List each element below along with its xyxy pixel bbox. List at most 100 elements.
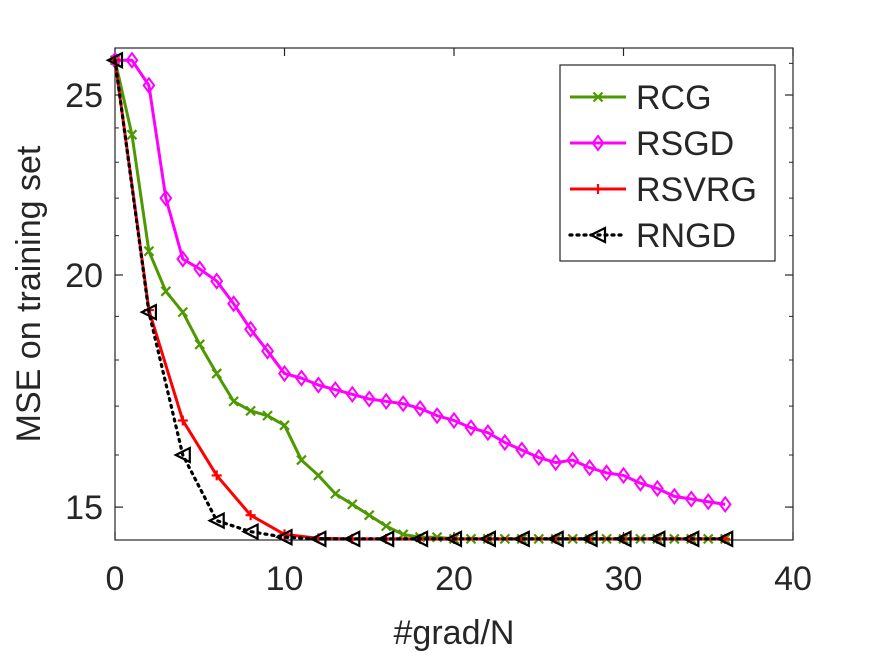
legend-marker (593, 184, 603, 194)
legend: RCG RSGD RSVRG RNGD (559, 64, 776, 262)
data-point-rngd (478, 530, 496, 548)
data-point-rsgd (667, 487, 681, 506)
data-point-rsgd (464, 419, 478, 437)
data-point-rsgd (650, 479, 664, 498)
data-point-rsgd (244, 320, 258, 338)
legend-marker (591, 134, 605, 152)
data-point-rngd (241, 522, 259, 541)
data-point-rsgd (396, 395, 410, 413)
data-point-rcg (126, 129, 138, 140)
data-point-rsgd (345, 385, 359, 403)
data-point-rcg (279, 420, 290, 431)
data-point-rcg (177, 306, 189, 318)
data-point-rsgd (413, 399, 427, 418)
data-point-rcg (363, 509, 375, 521)
y-tick-label: 25 (65, 77, 103, 115)
data-point-rsgd (701, 493, 715, 511)
series-rsgd (108, 51, 732, 514)
data-point-rngd (342, 530, 361, 548)
data-point-rcg (245, 405, 256, 417)
data-point-rsgd (515, 441, 529, 459)
x-tick-label: 40 (774, 560, 812, 598)
data-point-rcg (380, 520, 392, 532)
data-point-rsvrg (211, 470, 222, 481)
data-point-rngd (715, 530, 734, 548)
legend-label: RSGD (636, 125, 734, 163)
series-rngd (105, 51, 734, 548)
data-point-rcg (347, 499, 358, 510)
data-point-rsgd (600, 464, 614, 482)
data-point-rsgd (142, 76, 156, 95)
data-point-rngd (580, 530, 598, 548)
x-tick-label: 10 (266, 560, 304, 598)
data-point-rsgd (159, 189, 173, 207)
legend-label: RNGD (636, 217, 736, 255)
data-point-rsvrg (245, 510, 256, 521)
data-point-rngd (647, 530, 666, 548)
data-point-rsgd (430, 406, 444, 425)
y-tick-label: 15 (65, 489, 103, 527)
data-point-rcg (330, 488, 341, 500)
data-point-rcg (228, 396, 239, 407)
legend-marker (588, 226, 607, 244)
data-point-rsgd (617, 466, 630, 485)
data-point-rcg (211, 368, 222, 379)
data-point-rsgd (498, 433, 512, 452)
data-point-rsgd (362, 390, 376, 408)
data-point-rngd (105, 51, 124, 70)
data-point-rsgd (583, 459, 597, 477)
x-tick-label: 30 (605, 560, 643, 598)
data-point-rngd (546, 530, 564, 548)
legend-label: RSVRG (636, 171, 757, 209)
data-point-rngd (173, 446, 191, 464)
series-line-rngd (113, 58, 727, 541)
data-point-rngd (308, 530, 327, 548)
data-point-rngd (614, 530, 632, 548)
y-axis-title: MSE on training set (10, 145, 48, 442)
data-point-rcg (160, 286, 172, 297)
data-point-rsgd (379, 392, 393, 411)
data-point-rngd (207, 511, 225, 530)
data-point-rngd (376, 530, 395, 548)
data-point-rngd (410, 530, 429, 548)
data-point-rsgd (176, 250, 190, 268)
data-point-rngd (512, 530, 530, 548)
data-point-rsgd (549, 453, 563, 472)
data-point-rsgd (294, 369, 308, 387)
data-point-rcg (296, 454, 307, 466)
legend-entry-rngd: RNGD (568, 217, 736, 255)
x-tick-label: 0 (106, 560, 125, 598)
data-point-rsgd (278, 364, 291, 383)
data-point-rngd (681, 530, 700, 548)
legend-entry-rcg: RCG (570, 79, 712, 117)
data-point-rcg (313, 470, 324, 481)
data-point-rsgd (125, 51, 139, 69)
data-point-rngd (139, 303, 157, 321)
data-point-rsgd (532, 448, 546, 467)
data-point-rsvrg (177, 415, 188, 426)
legend-label: RCG (636, 79, 712, 117)
data-point-rcg (143, 245, 155, 257)
data-point-rsgd (633, 474, 647, 492)
data-point-rsgd (227, 295, 241, 313)
ticks-layer: 0 10 20 30 40 15 20 25 (65, 48, 812, 598)
y-tick-label: 20 (65, 257, 103, 295)
data-point-rsgd (193, 260, 207, 278)
legend-marker (592, 91, 604, 103)
data-point-rsgd (481, 423, 495, 442)
data-point-rcg (194, 339, 206, 350)
data-point-rsgd (684, 490, 698, 508)
data-point-rsgd (210, 272, 224, 290)
data-point-rsgd (718, 495, 732, 514)
data-point-rngd (275, 528, 293, 546)
data-point-rngd (444, 530, 463, 548)
data-point-rsgd (566, 451, 580, 469)
x-tick-label: 20 (435, 560, 473, 598)
data-point-rsgd (447, 411, 461, 430)
series-line-rsgd (115, 58, 726, 506)
legend-entry-rsvrg: RSVRG (570, 171, 757, 209)
data-point-rsgd (328, 380, 342, 399)
data-point-rsgd (311, 376, 325, 394)
series-layer (105, 51, 734, 548)
